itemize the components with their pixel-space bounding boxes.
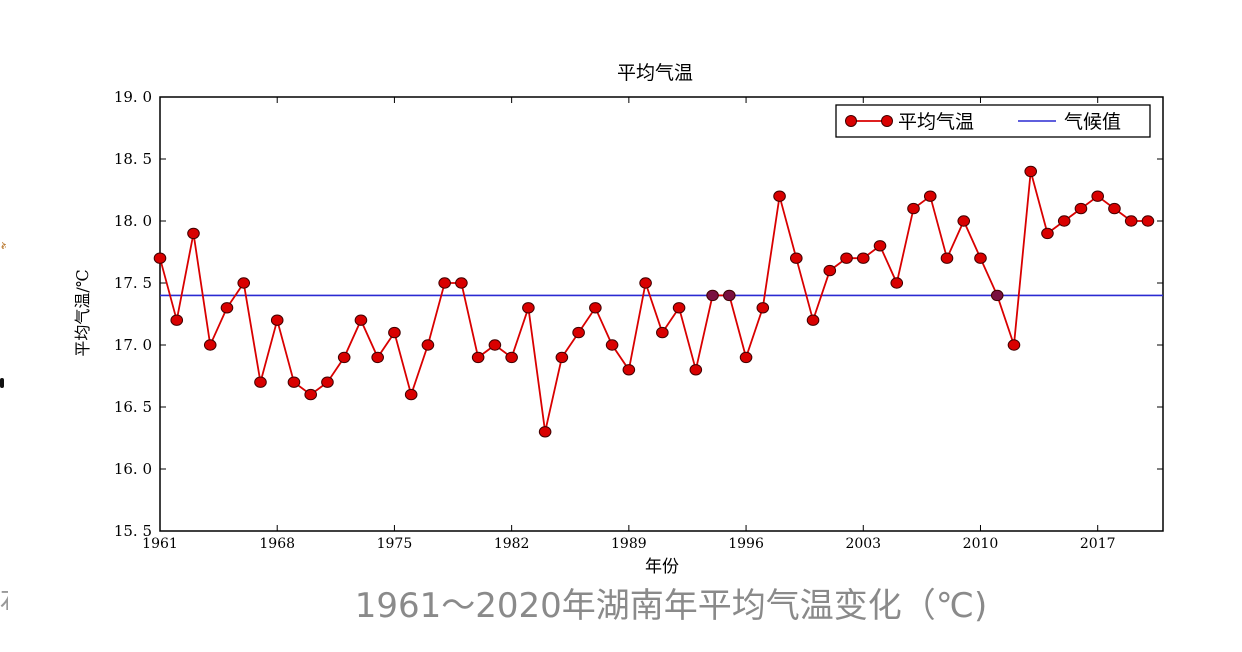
x-tick-label: 1996 <box>728 536 764 552</box>
data-point <box>270 314 284 326</box>
data-point <box>990 289 1004 302</box>
data-point <box>1074 202 1088 215</box>
data-point <box>170 314 184 326</box>
data-point <box>890 277 904 289</box>
x-tick-label: 1961 <box>142 536 178 552</box>
figure-caption: 1961～2020年湖南年平均气温变化（℃) <box>354 586 988 626</box>
data-point <box>555 351 569 364</box>
data-point <box>622 364 636 376</box>
x-axis-label: 年份 <box>645 557 679 575</box>
data-point <box>337 351 351 364</box>
data-point <box>304 388 318 401</box>
data-point <box>237 277 251 289</box>
data-point <box>471 351 485 364</box>
data-point <box>974 252 987 264</box>
data-point <box>455 277 468 289</box>
data-point <box>723 289 736 302</box>
legend-marker-temperature-2 <box>881 115 893 127</box>
y-tick-label: 17. 5 <box>114 274 152 292</box>
data-point <box>371 351 384 364</box>
cropped-left-mark <box>0 378 4 388</box>
data-point <box>153 252 167 264</box>
data-point <box>354 314 368 326</box>
data-point <box>388 326 401 339</box>
data-point <box>572 326 585 339</box>
data-point <box>203 339 217 351</box>
x-tick-label: 2003 <box>845 536 881 552</box>
cropped-left-glyph: ❧ <box>0 236 6 256</box>
plot-area: 15. 5 16. 0 16. 5 17. 0 17. 5 18. 0 18. 5 19. 0… <box>114 88 1164 552</box>
data-point <box>923 190 937 202</box>
plot-frame <box>159 96 1164 532</box>
chart-title: 平均气温 <box>617 62 693 84</box>
y-tick-label: 16. 0 <box>114 460 152 478</box>
data-point <box>522 302 535 314</box>
x-tick-label: 1982 <box>494 536 530 552</box>
data-point <box>505 351 518 364</box>
y-tick-label: 15. 5 <box>114 522 152 540</box>
y-tick-label: 18. 5 <box>114 150 152 168</box>
data-point <box>187 227 200 240</box>
line-chart: 平均气温 年份 平均气温/℃ 15. 5 16. 0 16. 5 17. 0 17. 5… <box>73 62 1164 575</box>
data-point <box>1141 215 1155 227</box>
legend-label-climate-normal: 气候值 <box>1064 111 1121 133</box>
data-point <box>940 252 954 264</box>
data-point <box>1057 215 1071 227</box>
data-point <box>856 252 870 264</box>
data-point <box>739 351 753 364</box>
data-point <box>1024 165 1038 178</box>
x-tick-label: 1975 <box>377 536 413 552</box>
data-point <box>773 190 786 202</box>
data-point <box>605 339 619 351</box>
data-point <box>656 326 669 339</box>
data-point <box>589 302 602 314</box>
data-point <box>1108 202 1121 215</box>
data-point <box>254 376 267 388</box>
y-tick-label: 16. 5 <box>114 398 152 416</box>
data-point <box>756 302 770 314</box>
x-tick-label: 1968 <box>259 536 295 552</box>
data-point <box>1007 339 1021 351</box>
data-point <box>706 289 719 302</box>
data-point <box>823 264 837 277</box>
x-tick-label: 2017 <box>1080 536 1116 552</box>
data-point <box>806 314 820 326</box>
data-point <box>438 277 451 289</box>
legend: 平均气温 气候值 <box>835 104 1151 138</box>
data-point <box>873 240 887 252</box>
data-point <box>1124 215 1138 227</box>
data-point <box>488 339 502 351</box>
data-point <box>1041 227 1054 240</box>
data-point <box>689 364 703 376</box>
data-point <box>538 426 552 438</box>
y-tick-label: 19. 0 <box>114 88 152 106</box>
x-tick-label: 1989 <box>611 536 647 552</box>
data-point <box>404 388 418 401</box>
y-tick-label: 17. 0 <box>114 336 152 354</box>
data-point <box>907 202 920 215</box>
legend-marker-temperature <box>845 115 857 127</box>
data-point <box>220 302 234 314</box>
data-point <box>672 302 686 314</box>
data-point <box>421 339 435 351</box>
data-point <box>840 252 853 264</box>
cropped-left-text: 石 <box>0 582 8 610</box>
y-tick-label: 18. 0 <box>114 212 152 230</box>
data-point <box>639 277 652 289</box>
data-point <box>287 376 301 388</box>
legend-label-temperature: 平均气温 <box>898 111 974 133</box>
y-axis-label: 平均气温/℃ <box>73 269 92 356</box>
data-point <box>957 215 971 227</box>
data-point <box>1091 190 1104 202</box>
x-tick-label: 2010 <box>963 536 999 552</box>
data-point <box>321 376 334 388</box>
data-point <box>789 252 803 264</box>
